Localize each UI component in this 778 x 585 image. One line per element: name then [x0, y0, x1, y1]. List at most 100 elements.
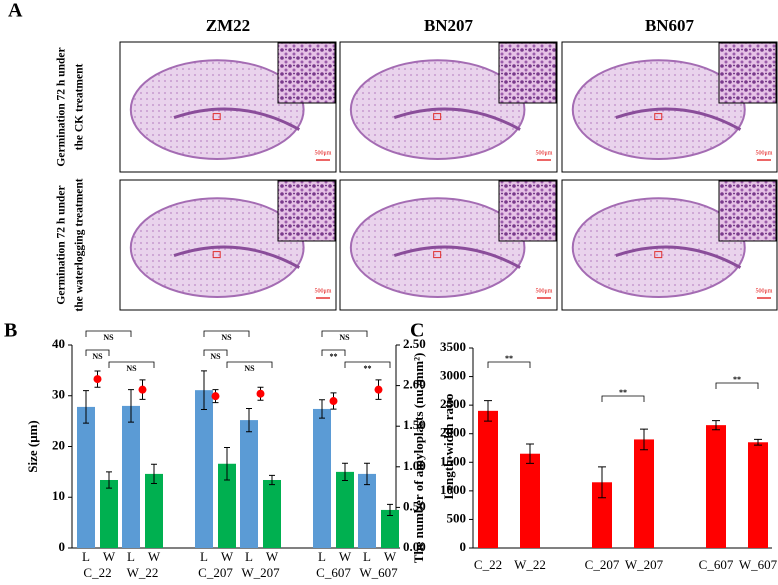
- ratio-dot: [138, 385, 147, 394]
- significance-label: **: [505, 354, 513, 363]
- bar: [358, 473, 376, 548]
- scale-bar-label: 500μm: [536, 288, 553, 294]
- error-bar: [319, 399, 325, 419]
- scale-bar-label: 500μm: [536, 150, 553, 156]
- panel-label: A: [8, 0, 23, 22]
- bar-sub-label: W: [148, 549, 161, 564]
- error-bar: [201, 370, 207, 410]
- significance-label: NS: [103, 333, 114, 342]
- significance-bracket: [226, 361, 273, 368]
- y-axis-title: Size (μm): [25, 420, 40, 473]
- ratio-dot: [93, 375, 102, 384]
- row-label: the CK treatment: [74, 64, 86, 151]
- error-bar: [151, 463, 157, 485]
- inset: [498, 180, 557, 242]
- x-tick-label: C_607: [699, 557, 734, 572]
- x-tick-label: C_207: [198, 565, 233, 580]
- bar: [520, 453, 540, 548]
- x-tick-label: C_22: [83, 565, 111, 580]
- significance-bracket: [344, 361, 391, 368]
- significance-label: NS: [339, 333, 350, 342]
- error-bar: [387, 503, 393, 517]
- embryo: [615, 245, 742, 269]
- significance-bracket: [203, 330, 250, 337]
- bar-sub-label: L: [318, 549, 326, 564]
- y-tick-label: 3000: [440, 368, 466, 383]
- y-tick-label: 30: [52, 387, 65, 402]
- bar-sub-label: W: [339, 549, 352, 564]
- bar: [313, 408, 331, 548]
- y2-tick-label: 1.50: [403, 417, 426, 432]
- y-tick-label: 10: [52, 488, 65, 503]
- bar: [706, 425, 726, 548]
- ratio-dot: [329, 397, 338, 406]
- error-bar: [342, 462, 348, 482]
- x-tick-label: W_207: [241, 565, 280, 580]
- bar: [634, 439, 654, 548]
- y2-tick-label: 2.00: [403, 377, 426, 392]
- scale-bar-label: 500μm: [315, 150, 332, 156]
- y-tick-label: 0: [460, 539, 467, 554]
- panel-label: C: [410, 320, 424, 342]
- y2-tick-label: 1.00: [403, 458, 426, 473]
- y2-tick-label: 0.00: [403, 539, 426, 554]
- y-tick-label: 2500: [440, 396, 466, 411]
- error-bar: [83, 390, 89, 424]
- bar-sub-label: W: [103, 549, 116, 564]
- chart-b: 0 10 20 30 40 0.00 0.50 1.00 1.50 2.00 2.50 Size (μ…: [25, 330, 456, 580]
- error-bar: [598, 466, 606, 499]
- significance-label: NS: [92, 352, 103, 361]
- significance-label: **: [619, 388, 627, 397]
- error-bar: [484, 400, 492, 422]
- bar-sub-label: L: [127, 549, 135, 564]
- ratio-dot: [256, 389, 265, 398]
- bar: [336, 471, 354, 548]
- x-tick-label: C_22: [474, 557, 502, 572]
- significance-bracket: [203, 349, 228, 356]
- panel-a: ZM22 BN207 BN607 Germination 72 h under the …: [56, 16, 778, 312]
- row-label: Germination 72 h under: [56, 185, 68, 304]
- bar-sub-label: L: [363, 549, 371, 564]
- error-bar: [224, 447, 230, 481]
- y-tick-label: 20: [52, 437, 65, 452]
- inset: [498, 42, 557, 104]
- scale-bar-label: 500μm: [756, 288, 773, 294]
- x-tick-label: W_607: [359, 565, 398, 580]
- x-tick-label: W_22: [127, 565, 159, 580]
- y2-axis-title: Length-width ratio: [441, 394, 456, 500]
- bar: [381, 509, 399, 548]
- significance-bracket: [85, 349, 110, 356]
- significance-label: NS: [126, 364, 137, 373]
- row-label: Germination 72 h under: [56, 47, 68, 166]
- significance-label: **: [330, 352, 338, 361]
- bar: [478, 410, 498, 548]
- embryo: [173, 245, 301, 269]
- x-tick-label: C_207: [585, 557, 620, 572]
- y-tick-label: 1500: [440, 453, 466, 468]
- y-tick-label: 1000: [440, 482, 466, 497]
- bar: [122, 405, 140, 548]
- bar: [218, 463, 236, 548]
- roi-box: [433, 113, 442, 121]
- ratio-dot: [211, 392, 220, 401]
- error-bar: [364, 462, 370, 486]
- significance-bracket: [601, 395, 645, 402]
- error-bar: [526, 443, 534, 464]
- x-tick-label: W_207: [625, 557, 664, 572]
- significance-label: **: [364, 364, 372, 373]
- embryo: [173, 107, 301, 131]
- roi-box: [212, 251, 221, 259]
- bar: [195, 390, 213, 548]
- y-tick-label: 500: [447, 510, 467, 525]
- bar: [77, 406, 95, 548]
- bar: [240, 420, 258, 548]
- significance-bracket: [321, 330, 368, 337]
- scale-bar-label: 500μm: [756, 150, 773, 156]
- significance-bracket: [715, 382, 759, 389]
- bar-sub-label: W: [384, 549, 397, 564]
- bar-sub-label: L: [245, 549, 253, 564]
- inset: [277, 42, 336, 104]
- ratio-dot: [374, 385, 383, 394]
- error-bar: [712, 420, 720, 431]
